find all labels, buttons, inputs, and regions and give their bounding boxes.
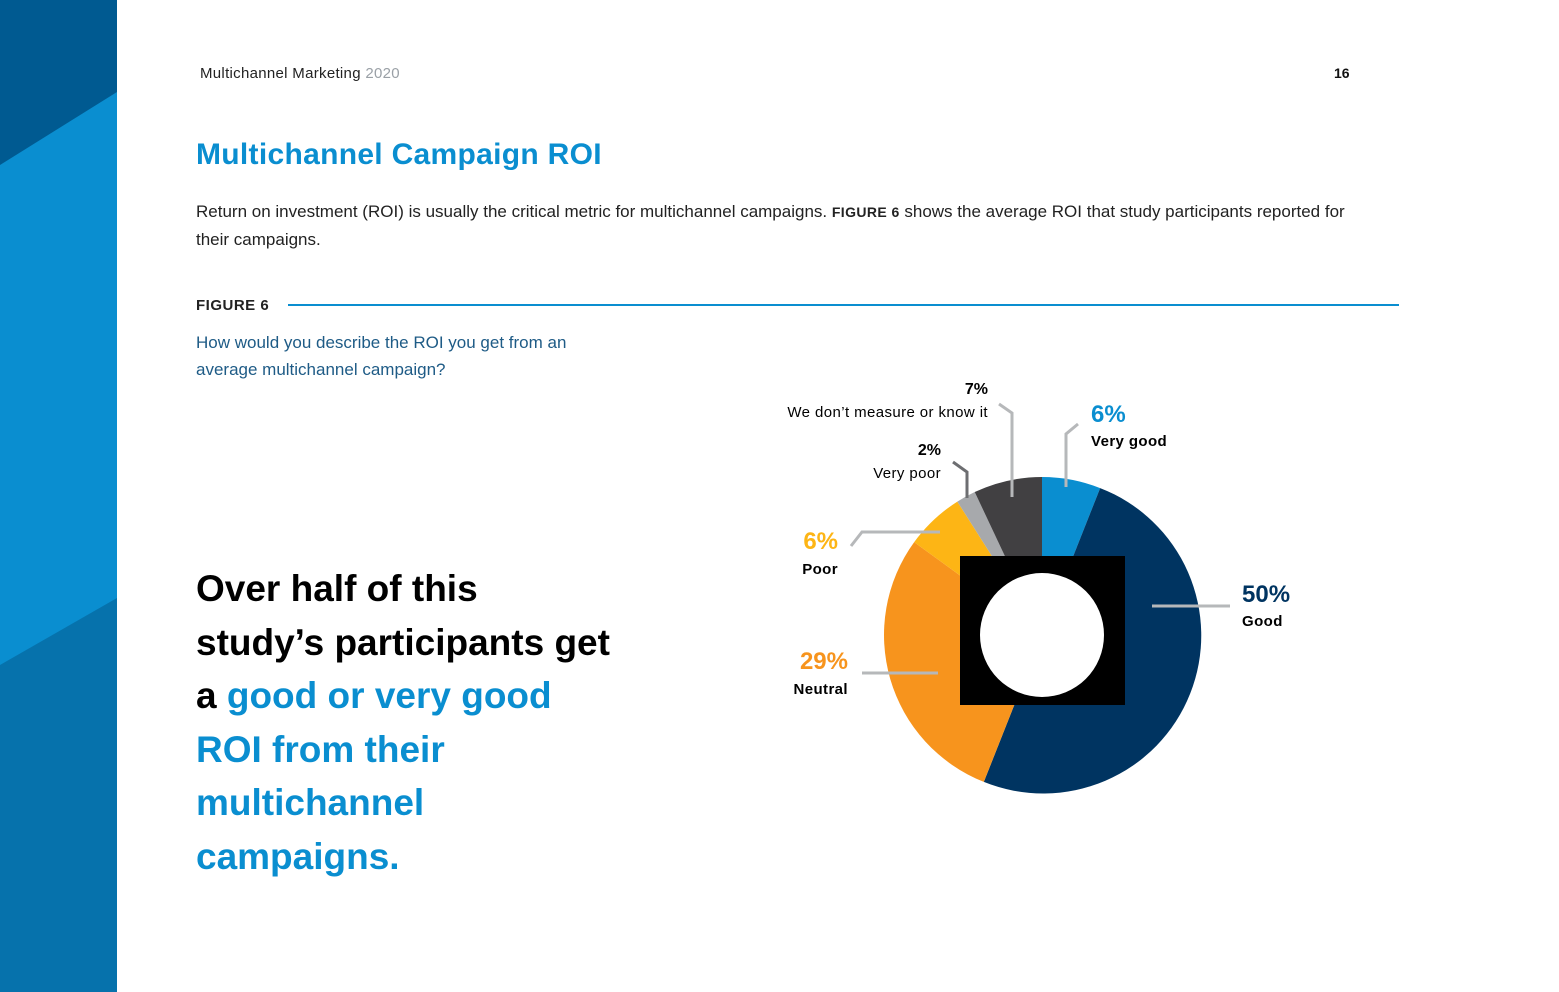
pct-label-good: 50% xyxy=(1242,581,1290,608)
pct-label-poor: 6% xyxy=(803,528,838,555)
category-label-neutral: Neutral xyxy=(794,681,848,698)
pct-label-very-poor: 2% xyxy=(918,442,941,459)
figure-label: FIGURE 6 xyxy=(196,297,270,314)
category-label-we-don-t-measure-or-know-it: We don’t measure or know it xyxy=(787,404,988,421)
figure-question: How would you describe the ROI you get f… xyxy=(196,333,567,379)
sidebar-decoration xyxy=(0,0,117,992)
page-title: Multichannel Campaign ROI xyxy=(196,138,602,171)
intro-figure-ref: FIGURE 6 xyxy=(831,204,900,220)
intro-text-before: Return on investment (ROI) is usually th… xyxy=(196,202,828,221)
leader-line-poor xyxy=(849,530,940,547)
leader-line-very-poor xyxy=(952,460,969,498)
category-label-very-poor: Very poor xyxy=(873,465,941,482)
document-title: Multichannel Marketing 2020 xyxy=(200,65,400,82)
pct-label-we-don-t-measure-or-know-it: 7% xyxy=(965,381,988,398)
document-name: Multichannel Marketing xyxy=(200,65,361,82)
page-number: 16 xyxy=(1334,65,1350,81)
intro-text-after: shows the average ROI that study partici… xyxy=(196,202,1345,249)
leader-line-we-don-t-measure-or-know-it xyxy=(998,402,1014,497)
category-label-very-good: Very good xyxy=(1091,433,1167,450)
document-year: 2020 xyxy=(365,65,400,82)
category-label-poor: Poor xyxy=(802,561,838,578)
callout-highlight: good or very good ROI from their multich… xyxy=(196,675,552,877)
pct-label-very-good: 6% xyxy=(1091,401,1126,428)
callout-statement: Over half of this study’s participants g… xyxy=(196,562,616,883)
figure-divider xyxy=(288,304,1399,306)
donut-hole xyxy=(980,573,1104,697)
category-label-good: Good xyxy=(1242,613,1283,630)
intro-paragraph: Return on investment (ROI) is usually th… xyxy=(196,198,1376,253)
pct-label-neutral: 29% xyxy=(800,648,848,675)
callout-plain: Over half of this study’s participants g… xyxy=(196,568,610,716)
leader-line-very-good xyxy=(1064,422,1079,487)
